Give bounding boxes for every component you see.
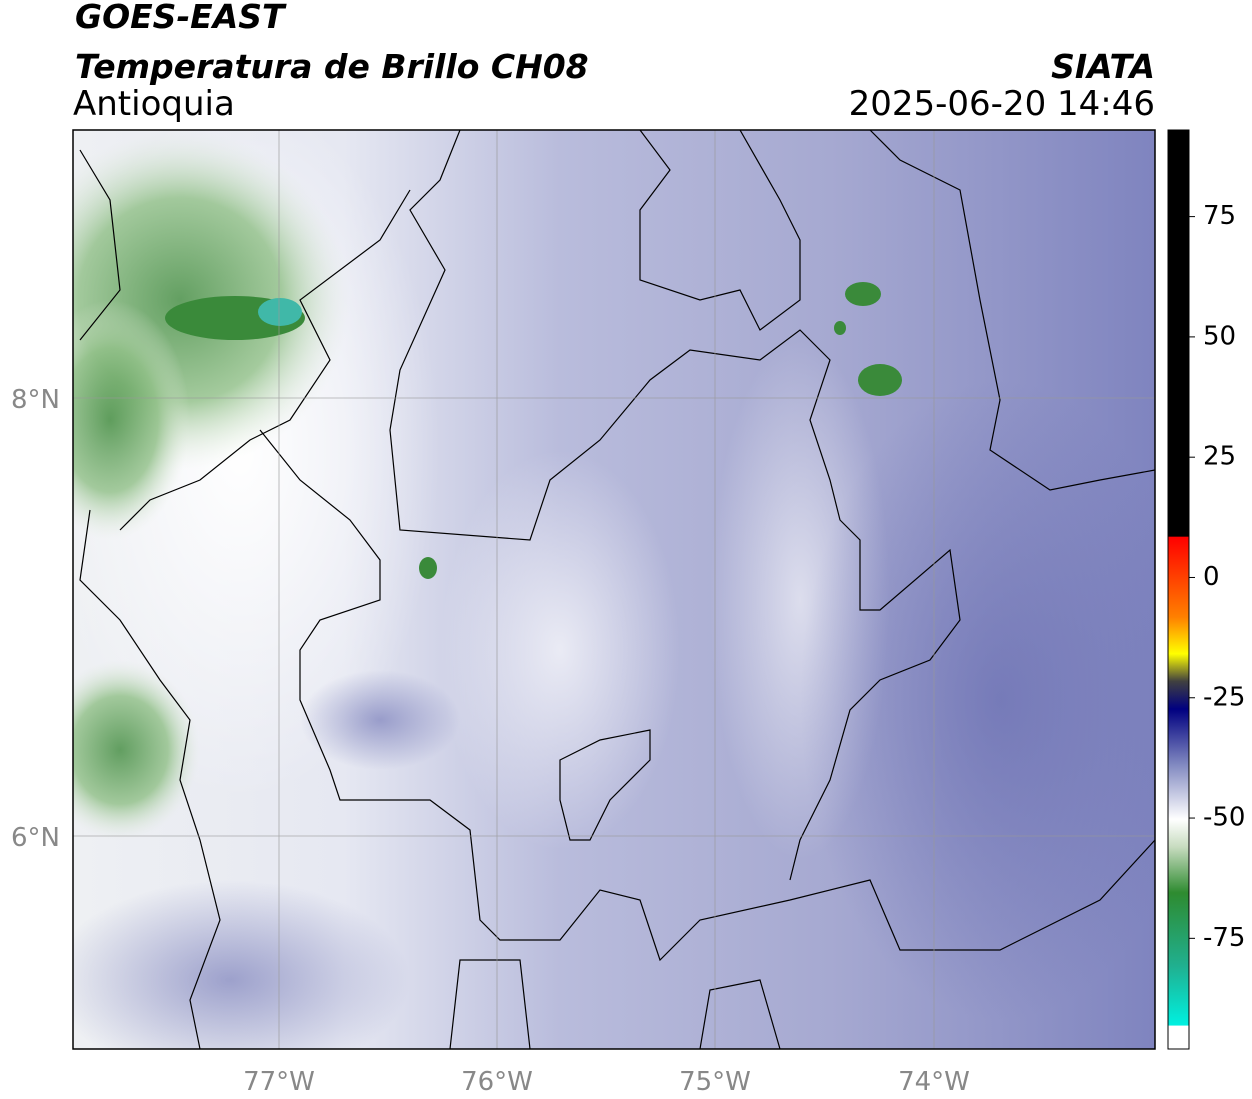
colorbar-tick-label: 25	[1203, 442, 1236, 472]
colorbar-tick-label: -25	[1203, 682, 1245, 712]
colorbar-ramp	[1167, 129, 1190, 1050]
lon-label: 75°W	[679, 1067, 751, 1097]
colorbar-tick-label: 0	[1203, 562, 1220, 592]
lat-label: 6°N	[11, 823, 60, 853]
colorbar-tick-label: 50	[1203, 321, 1236, 351]
lat-label: 8°N	[11, 385, 60, 415]
title: GOES-EAST	[75, 0, 287, 36]
lon-label: 77°W	[243, 1067, 315, 1097]
lon-label: 76°W	[461, 1067, 533, 1097]
source: SIATA	[1051, 47, 1155, 86]
colorbar: 75 50 25 0 -25 -50 -75	[1167, 129, 1245, 1050]
map-frame	[72, 129, 1156, 1050]
lon-label: 74°W	[898, 1067, 970, 1097]
axis-labels: 77°W 76°W 75°W 74°W 8°N 6°N	[11, 385, 970, 1097]
region: Antioquia	[73, 84, 235, 124]
datetime: 2025-06-20 14:46	[849, 84, 1155, 124]
colorbar-tick-label: -50	[1203, 803, 1245, 833]
colorbar-tick-label: -75	[1203, 923, 1245, 953]
header: GOES-EAST Temperatura de Brillo CH08 Ant…	[73, 0, 1155, 124]
colorbar-tick-label: 75	[1203, 201, 1236, 231]
subtitle: Temperatura de Brillo CH08	[75, 47, 589, 86]
map-field	[73, 130, 1155, 1049]
